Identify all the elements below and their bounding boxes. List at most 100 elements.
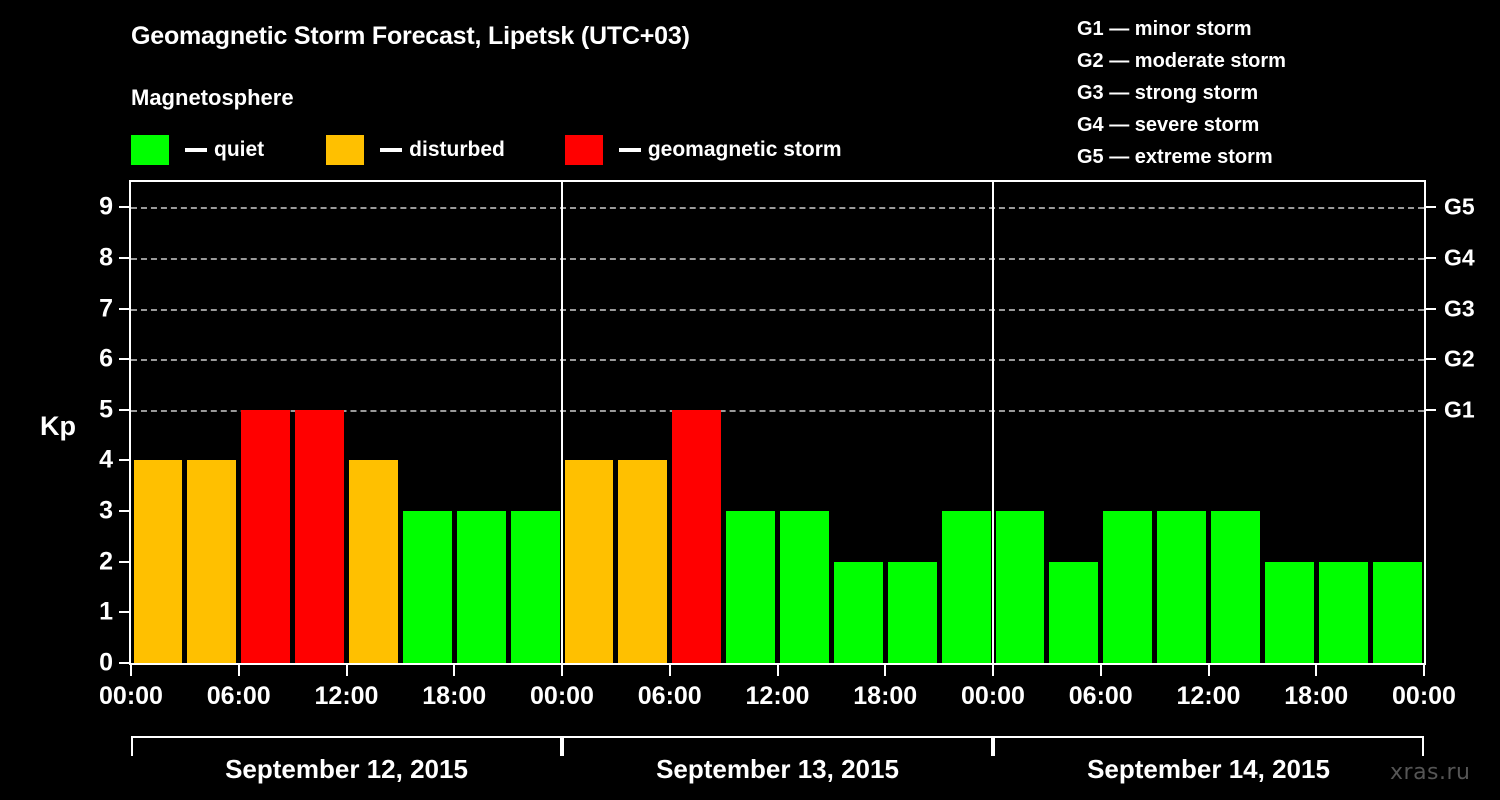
x-tick-1 — [237, 665, 240, 676]
bar — [510, 511, 560, 663]
y-tick-label-4: 4 — [99, 445, 113, 474]
g-tick-label-G2: G2 — [1444, 345, 1475, 372]
y-tick-8 — [119, 256, 129, 259]
y-tick-label-1: 1 — [99, 597, 113, 626]
bar — [187, 460, 237, 663]
g-tick-label-G3: G3 — [1444, 295, 1475, 322]
legend-swatch-quiet — [131, 135, 169, 165]
legend-swatch-disturbed — [326, 135, 365, 165]
bar — [133, 460, 183, 663]
legend-label-disturbed: disturbed — [409, 138, 505, 161]
gridline-6 — [131, 359, 1424, 362]
y-tick-label-9: 9 — [99, 192, 113, 221]
y-tick-9 — [119, 206, 129, 209]
day-separator-1 — [561, 182, 563, 663]
legend-heading: Magnetosphere — [131, 85, 294, 110]
y-tick-0 — [119, 662, 129, 664]
y-axis-title: Kp — [40, 411, 76, 441]
x-tick-8 — [992, 665, 994, 676]
bar — [941, 511, 991, 663]
date-bracket-2 — [562, 736, 993, 756]
g-tick-label-G5: G5 — [1444, 193, 1475, 220]
g-scale-line-3: G3 — strong storm — [1077, 82, 1259, 104]
g-scale-line-5: G5 — extreme storm — [1077, 146, 1273, 168]
g-tick-G4 — [1426, 256, 1436, 259]
bar — [1157, 511, 1206, 663]
g-tick-G5 — [1426, 206, 1436, 209]
gridline-8 — [131, 257, 1424, 260]
bar — [295, 409, 344, 663]
y-tick-4 — [119, 459, 129, 462]
bar — [1211, 511, 1260, 663]
x-tick-3 — [453, 665, 456, 676]
legend-item-geomagnetic-storm: geomagnetic storm — [564, 133, 842, 167]
date-bracket-1 — [131, 736, 562, 756]
x-tick-label-12: 00:00 — [1392, 682, 1456, 710]
x-tick-label-2: 12:00 — [314, 682, 379, 710]
legend-item-disturbed: disturbed — [326, 133, 505, 167]
y-tick-2 — [119, 560, 129, 563]
bar — [1318, 561, 1368, 663]
day-separator-2 — [992, 182, 994, 663]
g-scale-legend: G1 — minor storm G2 — moderate storm G3 — … — [1077, 13, 1286, 173]
x-tick-5 — [668, 665, 671, 676]
x-tick-9 — [1099, 665, 1102, 676]
bar — [564, 460, 614, 663]
y-tick-1 — [119, 611, 129, 614]
bar — [672, 409, 722, 663]
x-tick-label-9: 06:00 — [1068, 682, 1133, 710]
date-label-3: September 14, 2015 — [1087, 754, 1330, 784]
x-tick-12 — [1423, 665, 1425, 676]
date-label-2: September 13, 2015 — [656, 754, 899, 784]
x-tick-0 — [130, 665, 132, 676]
g-tick-label-G4: G4 — [1444, 244, 1475, 271]
x-tick-label-7: 18:00 — [853, 682, 918, 710]
legend-dash-icon — [185, 148, 207, 152]
x-tick-label-0: 00:00 — [99, 682, 163, 710]
g-tick-G1 — [1426, 408, 1436, 411]
legend-item-quiet: quiet — [131, 133, 264, 167]
watermark: xras.ru — [1390, 760, 1471, 785]
g-tick-G2 — [1426, 358, 1436, 361]
x-tick-7 — [884, 665, 887, 676]
plot-border-bottom — [129, 663, 1426, 665]
y-tick-3 — [119, 510, 129, 513]
y-tick-label-0: 0 — [99, 648, 113, 677]
bar — [726, 511, 775, 663]
date-label-1: September 12, 2015 — [225, 754, 468, 784]
x-tick-4 — [561, 665, 563, 676]
y-tick-5 — [119, 408, 129, 411]
x-tick-label-10: 12:00 — [1176, 682, 1241, 710]
y-tick-7 — [119, 307, 129, 310]
y-tick-label-3: 3 — [99, 496, 113, 525]
x-tick-label-8: 00:00 — [961, 682, 1025, 710]
bar — [402, 511, 452, 663]
bar — [618, 460, 668, 663]
y-tick-label-8: 8 — [99, 243, 113, 272]
legend: quiet disturbed geomagnetic storm — [131, 133, 842, 167]
x-tick-label-3: 18:00 — [422, 682, 487, 710]
g-scale-line-2: G2 — moderate storm — [1077, 50, 1286, 72]
x-tick-label-1: 06:00 — [206, 682, 271, 710]
g-scale-line-1: G1 — minor storm — [1077, 18, 1252, 40]
x-tick-label-5: 06:00 — [637, 682, 702, 710]
x-tick-label-6: 12:00 — [745, 682, 810, 710]
g-tick-G3 — [1426, 307, 1436, 310]
gridline-9 — [131, 207, 1424, 210]
legend-label-geomagnetic-storm: geomagnetic storm — [647, 138, 842, 161]
plot-area: 0 1 2 3 4 5 6 7 8 9 G1 G2 G3 G4 G5 00:00 06:00 12:00 18:… — [99, 180, 1475, 784]
g-tick-label-G1: G1 — [1444, 396, 1475, 423]
bar — [1049, 561, 1099, 663]
bar — [1264, 561, 1314, 663]
y-tick-label-7: 7 — [99, 294, 113, 323]
y-tick-6 — [119, 358, 129, 361]
bar — [887, 561, 937, 663]
legend-dash-icon — [380, 148, 403, 152]
bar — [241, 409, 291, 663]
x-tick-6 — [776, 665, 779, 676]
x-tick-2 — [345, 665, 348, 676]
x-tick-10 — [1207, 665, 1210, 676]
page-title: Geomagnetic Storm Forecast, Lipetsk (UTC… — [131, 22, 690, 50]
bar — [995, 511, 1045, 663]
